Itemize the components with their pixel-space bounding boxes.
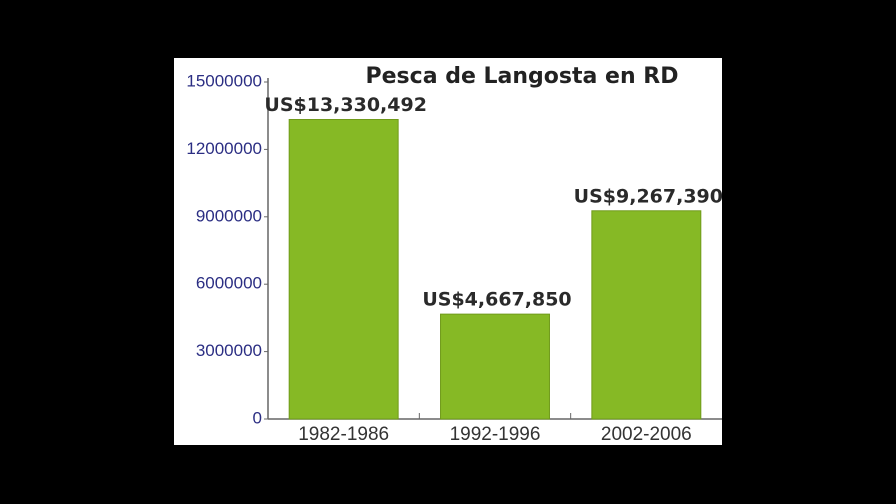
- x-tick-label: 1992-1996: [450, 424, 541, 445]
- x-tick-label: 2002-2006: [601, 424, 692, 445]
- chart-title: Pesca de Langosta en RD: [366, 64, 679, 89]
- y-tick-label: 6000000: [196, 274, 262, 293]
- value-label: US$13,330,492: [264, 94, 427, 116]
- bar: [591, 210, 702, 420]
- y-tick-label: 15000000: [186, 71, 262, 90]
- y-tick-label: 0: [253, 408, 262, 427]
- y-tick-label: 3000000: [196, 341, 262, 360]
- bar: [288, 119, 399, 420]
- value-label: US$9,267,390: [574, 185, 723, 207]
- x-tick-label: 1982-1986: [298, 424, 389, 445]
- y-tick-label: 9000000: [196, 206, 262, 225]
- bar: [440, 313, 550, 420]
- value-label: US$4,667,850: [422, 289, 571, 311]
- y-tick-label: 12000000: [186, 139, 262, 158]
